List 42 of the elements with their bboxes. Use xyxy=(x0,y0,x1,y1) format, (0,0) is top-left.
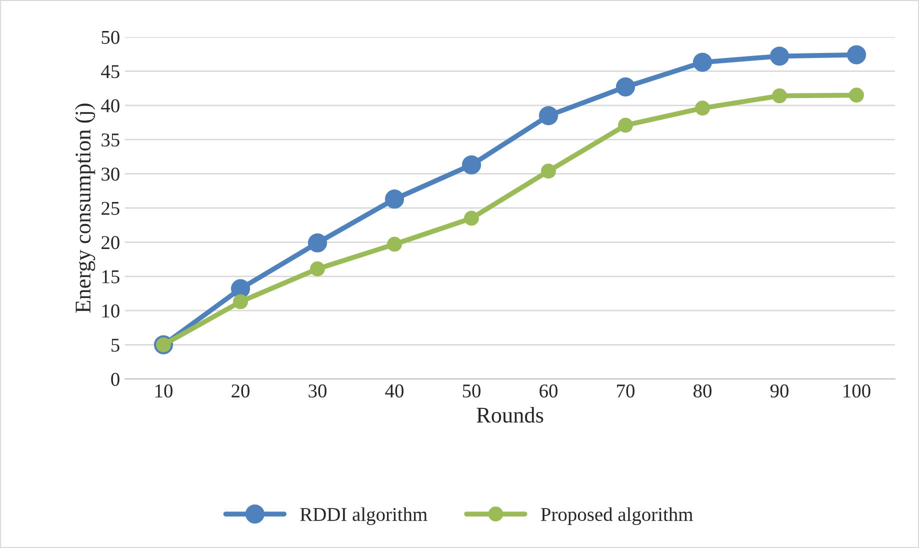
x-tick-label: 20 xyxy=(232,384,250,398)
legend-label: RDDI algorithm xyxy=(300,507,428,526)
x-tick-label: 30 xyxy=(308,384,326,398)
y-tick-label: 30 xyxy=(102,168,120,181)
x-tick-label: 90 xyxy=(770,384,788,398)
x-tick-label: 60 xyxy=(540,384,558,398)
y-tick-label: 20 xyxy=(102,236,120,250)
x-axis-title: Rounds xyxy=(476,407,544,423)
point xyxy=(846,45,866,64)
point xyxy=(538,106,558,126)
point xyxy=(772,88,787,104)
x-tick-label: 70 xyxy=(617,384,634,398)
y-tick-label: 25 xyxy=(102,202,120,215)
point xyxy=(462,155,482,174)
point xyxy=(618,118,633,133)
x-tick-label: 10 xyxy=(155,384,172,398)
point xyxy=(310,261,325,276)
point xyxy=(308,233,328,252)
point xyxy=(849,88,864,103)
x-tick-label: 50 xyxy=(462,384,480,398)
x-tick-label: 100 xyxy=(844,384,870,398)
x-tick-label: 40 xyxy=(385,384,404,398)
y-tick-label: 50 xyxy=(102,30,120,44)
point xyxy=(770,46,790,66)
y-tick-label: 10 xyxy=(102,304,120,318)
y-tick-label: 5 xyxy=(112,338,120,352)
y-axis-title: Energy consumption (j) xyxy=(74,104,96,313)
point xyxy=(464,210,479,226)
point xyxy=(616,77,636,96)
point xyxy=(387,236,402,252)
point xyxy=(692,52,712,72)
y-tick-label: 15 xyxy=(102,270,120,284)
point xyxy=(384,190,404,209)
y-tick-label: 40 xyxy=(101,99,120,112)
point xyxy=(695,100,710,116)
point xyxy=(233,294,248,310)
point xyxy=(541,164,556,179)
y-tick-label: 45 xyxy=(101,65,120,78)
y-tick-label: 35 xyxy=(102,133,120,147)
y-tick-label: 0 xyxy=(111,372,120,386)
legend-label: Proposed algorithm xyxy=(540,507,693,526)
x-tick-label: 80 xyxy=(694,384,712,398)
